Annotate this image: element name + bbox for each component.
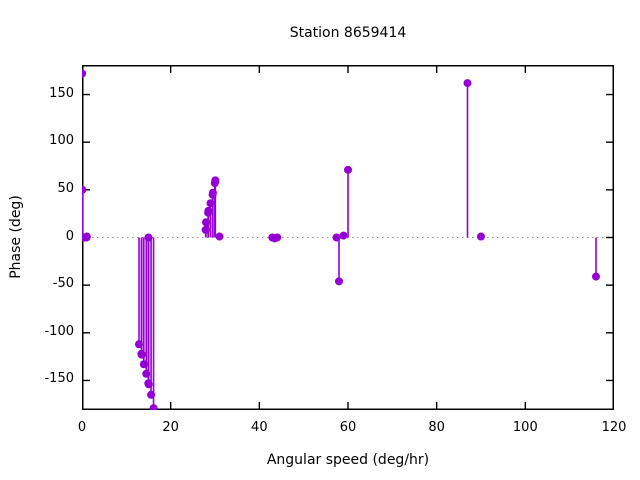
- plot-area: [78, 65, 615, 413]
- data-point: [201, 225, 210, 234]
- data-point: [334, 277, 343, 286]
- data-point: [78, 69, 87, 78]
- data-point: [332, 233, 341, 242]
- data-point: [477, 232, 485, 241]
- data-point: [463, 79, 472, 88]
- data-point: [139, 360, 148, 369]
- data-point: [206, 199, 215, 208]
- data-point: [204, 206, 213, 215]
- data-point: [82, 232, 91, 241]
- y-tick-label: -150: [44, 371, 74, 387]
- x-axis-label: Angular speed (deg/hr): [266, 452, 430, 468]
- data-point: [144, 233, 153, 242]
- x-tick-label: 120: [601, 420, 627, 435]
- data-point: [208, 188, 217, 197]
- x-tick-label: 100: [512, 420, 538, 435]
- y-tick-label: 50: [57, 180, 74, 196]
- x-tick-label: 20: [162, 420, 179, 435]
- data-point: [147, 390, 156, 399]
- data-point: [211, 176, 220, 185]
- data-point: [144, 380, 153, 389]
- x-tick-label: 40: [251, 420, 268, 435]
- y-tick-label: -100: [44, 323, 74, 339]
- y-tick-label: -50: [52, 276, 74, 292]
- data-point: [591, 272, 600, 281]
- y-tick-label: 100: [49, 133, 74, 149]
- x-tick-label: 80: [428, 420, 445, 435]
- y-tick-label: 150: [49, 85, 74, 101]
- chart-title: Station 8659414: [289, 25, 407, 41]
- plot-svg: [78, 65, 615, 413]
- data-point: [78, 185, 87, 194]
- data-point: [344, 165, 352, 174]
- data-point: [201, 218, 210, 227]
- data-point: [134, 340, 143, 349]
- y-tick-label: 0: [65, 228, 74, 244]
- x-tick-label: 60: [339, 420, 357, 435]
- data-point: [149, 404, 158, 413]
- data-point: [339, 231, 348, 240]
- data-point: [273, 233, 282, 242]
- data-point: [215, 232, 224, 241]
- data-point: [142, 369, 151, 378]
- x-tick-label: 0: [77, 420, 87, 435]
- data-point: [137, 350, 146, 359]
